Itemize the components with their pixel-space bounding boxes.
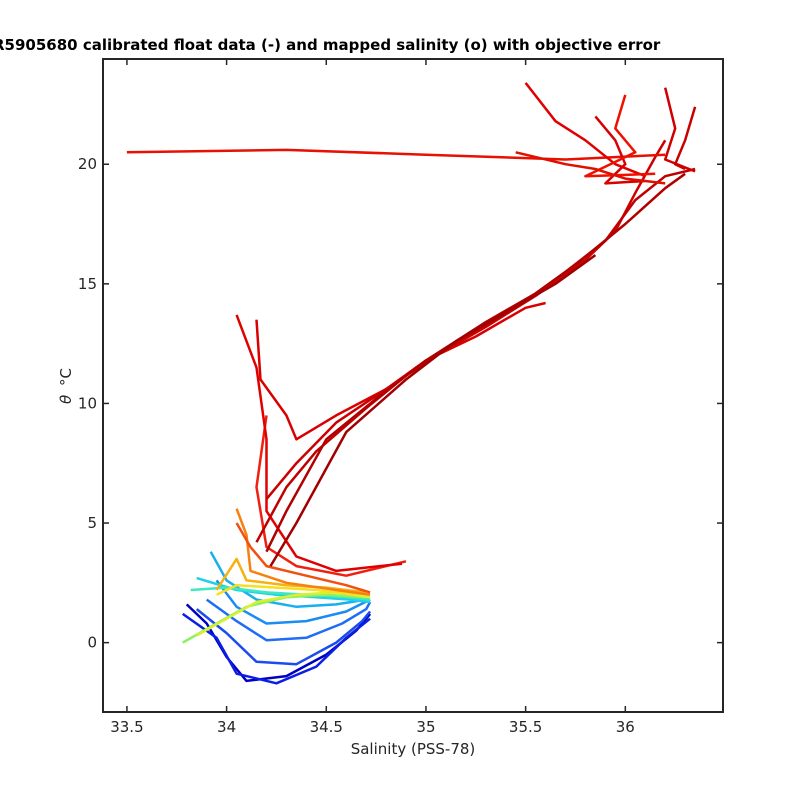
profile-line-8 xyxy=(190,586,371,601)
profile-line-2 xyxy=(181,612,371,685)
y-tick-label: 15 xyxy=(78,275,97,293)
plot-lines xyxy=(126,82,697,685)
x-axis: 33.5 34 34.5 35 35.5 36 xyxy=(110,59,635,736)
x-tick-label: 35 xyxy=(416,718,435,736)
y-tick-label: 5 xyxy=(87,514,97,532)
profile-line-26 xyxy=(663,87,696,173)
y-tick-label: 0 xyxy=(87,634,97,652)
profile-line-20 xyxy=(265,172,686,553)
profile-line-6 xyxy=(209,551,367,609)
y-axis-label-unit: °C xyxy=(57,368,75,386)
x-tick-label: 34.5 xyxy=(310,718,343,736)
profile-line-23 xyxy=(524,82,646,178)
profile-line-3 xyxy=(195,608,372,666)
profile-line-18 xyxy=(265,139,667,500)
profile-line-4 xyxy=(205,598,372,642)
y-tick-label: 10 xyxy=(78,394,97,412)
y-axis-label-symbol: θ xyxy=(57,395,75,404)
profile-line-25 xyxy=(584,94,656,178)
plot-area-frame xyxy=(102,58,724,713)
profile-line-22 xyxy=(126,148,666,161)
x-tick-label: 35.5 xyxy=(509,718,542,736)
x-tick-label: 34 xyxy=(217,718,236,736)
profile-line-5 xyxy=(215,579,371,625)
profile-line-24 xyxy=(594,115,646,185)
svg-text:θ °C: θ °C xyxy=(57,368,75,404)
profile-line-28 xyxy=(515,151,666,185)
profile-line-17 xyxy=(255,301,546,441)
y-axis-label: θ °C xyxy=(57,368,75,404)
profile-line-15 xyxy=(255,415,407,577)
profile-line-27 xyxy=(673,106,697,171)
profile-line-19 xyxy=(255,167,696,543)
x-tick-label: 36 xyxy=(616,718,635,736)
y-axis: 0 5 10 15 20 xyxy=(78,155,723,652)
y-tick-label: 20 xyxy=(78,155,97,173)
x-axis-label: Salinity (PSS-78) xyxy=(351,740,476,758)
x-tick-label: 33.5 xyxy=(110,718,143,736)
profile-line-13 xyxy=(235,508,371,597)
chart-title: R5905680 calibrated float data (-) and m… xyxy=(0,36,661,54)
profile-line-16 xyxy=(235,314,403,573)
profile-line-21 xyxy=(269,254,597,567)
profile-line-14 xyxy=(235,522,371,594)
profile-line-11 xyxy=(216,583,357,597)
